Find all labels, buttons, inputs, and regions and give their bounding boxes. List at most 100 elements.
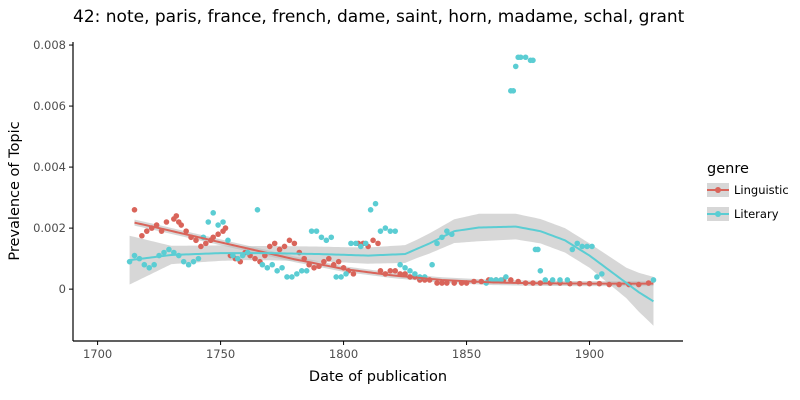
x-tick-label: 1850: [452, 347, 481, 361]
data-point-literary: [412, 271, 418, 277]
data-point-literary: [259, 261, 266, 268]
data-point-linguistic: [321, 258, 327, 265]
data-point-literary: [318, 234, 325, 241]
data-point-literary: [303, 268, 310, 274]
data-point-literary: [564, 277, 571, 283]
data-point-linguistic: [335, 258, 342, 265]
x-tick-label: 1700: [83, 347, 112, 361]
data-point-literary: [274, 268, 280, 274]
data-point-literary: [333, 274, 339, 280]
legend: genre Linguistic Literary: [707, 161, 789, 221]
data-point-literary: [392, 228, 399, 234]
data-point-literary: [557, 277, 563, 283]
legend-label-literary: Literary: [734, 207, 779, 221]
data-point-literary: [362, 240, 369, 247]
data-point-literary: [215, 222, 221, 228]
y-axis-title: Prevalence of Topic: [7, 121, 23, 260]
data-point-literary: [387, 228, 394, 234]
data-point-literary: [234, 255, 241, 262]
data-point-literary: [493, 277, 499, 283]
data-point-literary: [323, 237, 330, 244]
data-point-literary: [579, 243, 585, 250]
data-point-literary: [264, 264, 271, 271]
legend-label-linguistic: Linguistic: [734, 183, 789, 197]
data-point-linguistic: [326, 255, 332, 262]
data-point-linguistic: [444, 280, 450, 286]
data-point-literary: [589, 243, 595, 250]
x-tick-label: 1900: [575, 347, 604, 361]
data-point-literary: [444, 228, 450, 234]
x-tick-label: 1800: [329, 347, 358, 361]
data-point-literary: [180, 258, 187, 265]
x-tick-label: 1750: [206, 347, 235, 361]
data-point-linguistic: [139, 232, 145, 239]
data-point-literary: [382, 225, 389, 231]
legend-title: genre: [707, 161, 749, 177]
data-point-literary: [294, 271, 300, 277]
data-point-literary: [584, 243, 590, 250]
data-point-literary: [220, 219, 226, 225]
y-tick-label: 0.006: [33, 99, 66, 113]
data-point-linguistic: [143, 228, 150, 234]
data-point-literary: [151, 261, 157, 268]
data-point-literary: [503, 274, 509, 280]
data-point-literary: [284, 274, 290, 280]
data-point-literary: [650, 277, 657, 283]
x-axis-title: Date of publication: [309, 369, 447, 385]
data-point-literary: [131, 252, 138, 259]
data-point-literary: [195, 255, 202, 262]
data-point-literary: [397, 261, 403, 268]
data-point-linguistic: [286, 237, 293, 244]
data-point-literary: [402, 264, 408, 271]
data-point-linguistic: [311, 264, 317, 271]
data-point-literary: [225, 237, 231, 244]
y-tick-label: 0: [59, 282, 66, 296]
data-point-literary: [510, 88, 517, 94]
data-point-literary: [407, 268, 413, 274]
data-point-literary: [190, 258, 197, 265]
data-point-linguistic: [291, 240, 298, 247]
data-point-literary: [254, 207, 261, 213]
data-point-linguistic: [387, 268, 394, 274]
data-point-literary: [569, 246, 576, 253]
data-point-literary: [185, 261, 192, 268]
y-axis-ticks: 0 0.002 0.004 0.006 0.008: [33, 38, 73, 296]
data-point-linguistic: [183, 228, 189, 234]
legend-marker-literary: [715, 211, 721, 217]
data-point-linguistic: [193, 237, 199, 244]
data-point-literary: [434, 240, 440, 247]
legend-marker-linguistic: [715, 187, 721, 193]
y-tick-label: 0.004: [33, 160, 66, 174]
data-point-literary: [239, 252, 246, 259]
y-tick-label: 0.008: [33, 38, 66, 52]
data-point-linguistic: [215, 231, 221, 238]
chart-title: 42: note, paris, france, french, dame, s…: [73, 7, 685, 27]
y-tick-label: 0.002: [33, 221, 66, 235]
data-point-literary: [512, 63, 519, 70]
data-point-linguistic: [439, 280, 445, 286]
data-point-literary: [338, 274, 344, 280]
data-point-literary: [574, 240, 581, 247]
data-point-linguistic: [210, 234, 217, 241]
data-point-linguistic: [402, 271, 408, 277]
data-point-linguistic: [222, 225, 229, 231]
trend-lines: [129, 221, 655, 303]
data-point-literary: [289, 274, 295, 280]
data-point-literary: [298, 268, 305, 274]
data-point-literary: [353, 240, 359, 247]
data-point-literary: [161, 249, 167, 256]
trend-line-literary: [129, 225, 655, 303]
data-point-literary: [146, 264, 153, 271]
data-point-linguistic: [434, 280, 440, 286]
data-point-literary: [313, 228, 320, 234]
data-point-linguistic: [173, 213, 180, 219]
data-point-literary: [542, 277, 549, 283]
data-point-linguistic: [163, 219, 170, 225]
data-point-linguistic: [203, 240, 209, 247]
data-point-literary: [517, 54, 524, 61]
data-point-linguistic: [370, 237, 376, 244]
data-point-linguistic: [178, 222, 185, 228]
data-points: [126, 54, 657, 288]
data-point-linguistic: [377, 268, 384, 274]
data-point-literary: [328, 234, 335, 241]
